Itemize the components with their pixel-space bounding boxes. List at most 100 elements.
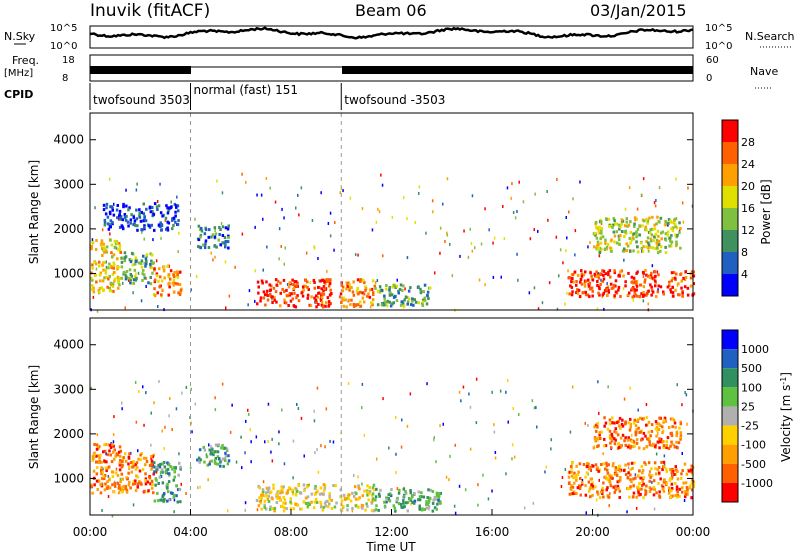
power-scatter-cell: [681, 201, 684, 205]
power-data-cell: [356, 278, 360, 282]
power-scatter-cell: [342, 189, 344, 193]
power-data-cell: [682, 276, 685, 280]
velocity-data-cell: [111, 475, 115, 478]
velocity-scatter-cell: [163, 447, 165, 450]
velocity-data-cell: [596, 421, 599, 425]
velocity-scatter-cell: [351, 509, 354, 513]
velocity-data-cell: [608, 473, 611, 477]
power-data-cell: [420, 289, 424, 293]
power-scatter-cell: [406, 217, 408, 221]
power-data-cell: [118, 214, 121, 218]
power-data-cell: [599, 282, 602, 286]
velocity-data-cell: [118, 486, 121, 490]
power-data-cell: [137, 261, 141, 265]
power-data-cell: [649, 237, 653, 241]
velocity-data-cell: [613, 442, 617, 446]
velocity-data-cell: [616, 484, 620, 488]
velocity-data-cell: [113, 448, 116, 452]
velocity-scatter-cell: [458, 390, 461, 394]
velocity-data-cell: [262, 490, 265, 494]
power-data-cell: [199, 235, 202, 239]
power-colorbar-swatch: [722, 208, 738, 230]
velocity-data-cell: [392, 504, 395, 508]
velocity-data-cell: [630, 480, 633, 484]
velocity-data-cell: [275, 501, 279, 504]
velocity-scatter-cell: [475, 421, 478, 425]
power-data-cell: [93, 260, 96, 263]
velocity-data-cell: [667, 491, 671, 495]
power-data-cell: [398, 287, 402, 291]
velocity-data-cell: [124, 459, 128, 463]
velocity-data-cell: [385, 500, 388, 504]
velocity-data-cell: [420, 495, 423, 499]
velocity-data-cell: [675, 432, 679, 436]
velocity-data-cell: [97, 461, 101, 464]
power-data-cell: [589, 271, 592, 275]
velocity-data-cell: [221, 457, 225, 461]
power-data-cell: [364, 285, 367, 289]
velocity-data-cell: [574, 474, 578, 477]
velocity-data-cell: [173, 475, 176, 479]
power-data-cell: [128, 206, 131, 210]
velocity-data-cell: [306, 495, 310, 499]
power-data-cell: [638, 224, 641, 228]
velocity-data-cell: [319, 502, 323, 506]
velocity-scatter-cell: [135, 420, 138, 424]
velocity-data-cell: [328, 502, 331, 506]
velocity-data-cell: [162, 461, 166, 464]
velocity-data-cell: [402, 499, 405, 503]
velocity-data-cell: [680, 477, 683, 480]
velocity-scatter-cell: [250, 440, 252, 444]
velocity-data-cell: [571, 492, 574, 495]
power-data-cell: [151, 210, 154, 213]
velocity-scatter-cell: [121, 407, 123, 411]
power-data-cell: [141, 228, 144, 232]
power-data-cell: [607, 217, 611, 221]
power-scatter-cell: [565, 216, 567, 219]
velocity-data-cell: [281, 487, 284, 490]
velocity-data-cell: [135, 474, 138, 478]
velocity-data-cell: [152, 491, 155, 495]
power-data-cell: [359, 304, 363, 308]
velocity-data-cell: [660, 484, 664, 488]
power-data-cell: [113, 245, 117, 249]
velocity-data-cell: [291, 492, 295, 496]
freq-tick-bottom: 8: [62, 73, 68, 84]
power-data-cell: [600, 247, 603, 251]
velocity-data-cell: [314, 492, 317, 496]
power-data-cell: [105, 202, 109, 206]
power-scatter-cell: [137, 271, 140, 275]
power-data-cell: [152, 212, 156, 216]
power-data-cell: [608, 224, 611, 228]
velocity-data-cell: [314, 484, 317, 488]
power-data-cell: [577, 288, 581, 292]
power-colorbar-tick: 24: [741, 158, 755, 171]
power-data-cell: [122, 227, 125, 231]
velocity-data-cell: [266, 497, 270, 501]
velocity-data-cell: [206, 463, 209, 467]
power-data-cell: [286, 294, 289, 298]
power-scatter-cell: [628, 186, 631, 190]
power-data-cell: [135, 208, 138, 212]
power-data-cell: [131, 263, 135, 267]
velocity-data-cell: [616, 421, 619, 425]
velocity-data-cell: [665, 482, 669, 486]
velocity-data-cell: [119, 480, 122, 484]
power-data-cell: [103, 250, 106, 254]
power-data-cell: [575, 291, 578, 295]
power-data-cell: [315, 305, 318, 309]
power-data-cell: [597, 285, 601, 289]
power-data-cell: [632, 249, 635, 253]
power-data-cell: [410, 303, 413, 307]
power-data-cell: [358, 300, 362, 304]
power-data-cell: [256, 302, 259, 306]
power-scatter-cell: [492, 241, 494, 245]
velocity-scatter-cell: [363, 433, 366, 437]
velocity-data-cell: [324, 504, 327, 508]
velocity-data-cell: [198, 460, 201, 464]
power-data-cell: [401, 302, 405, 306]
power-data-cell: [116, 275, 120, 279]
nave-tick-top: 60: [706, 55, 719, 66]
velocity-data-cell: [168, 498, 171, 502]
power-scatter-cell: [170, 200, 172, 204]
